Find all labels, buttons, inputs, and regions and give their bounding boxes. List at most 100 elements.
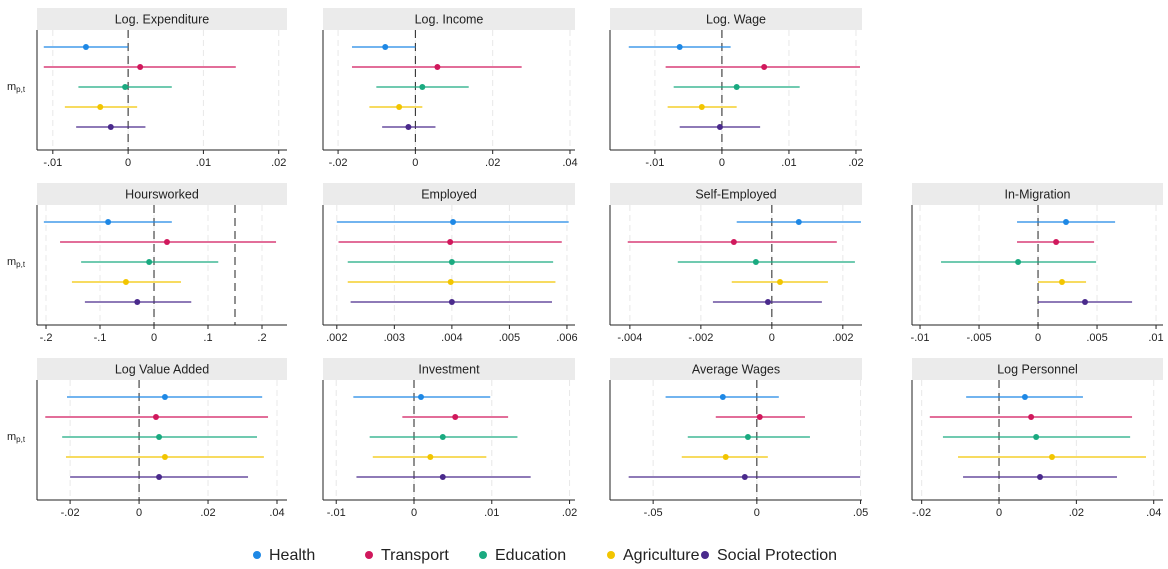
x-tick-label: .02 [848,157,863,169]
y-label-sub: p,t [16,260,26,269]
y-label-base: m [7,256,16,268]
x-tick-label: .05 [853,507,868,519]
y-label-base: m [7,431,16,443]
x-tick-label: .1 [203,332,212,344]
point-estimate [1037,474,1044,480]
y-label-sub: p,t [16,435,26,444]
point-estimate [156,434,163,440]
legend-label: Education [495,547,566,564]
point-estimate [152,414,159,420]
x-tick-label: -.01 [645,157,664,169]
legend-label: Social Protection [717,547,837,564]
legend-label: Agriculture [623,547,700,564]
x-tick-label: 0 [769,332,775,344]
point-estimate [418,394,424,400]
x-tick-label: .02 [1069,507,1084,519]
legend-swatch [701,551,709,559]
panel-title: In-Migration [1005,187,1071,201]
point-estimate [1049,454,1056,460]
panel-header [37,8,287,30]
x-tick-label: .04 [1146,507,1161,519]
panel-title: Log. Wage [706,12,766,26]
panel-title: Investment [418,362,480,376]
x-tick-label: -.004 [617,332,642,344]
point-estimate [1081,299,1088,305]
x-tick-label: 0 [136,507,142,519]
point-estimate [795,219,802,225]
point-estimate [427,454,434,460]
legend-swatch [253,551,261,559]
point-estimate [419,84,426,90]
point-estimate [447,279,454,285]
x-tick-label: .04 [562,157,577,169]
point-estimate [1062,219,1069,225]
point-estimate [161,454,168,460]
x-tick-label: 0 [1035,332,1041,344]
point-estimate [733,84,740,90]
point-estimate [756,414,763,420]
x-tick-label: .04 [269,507,284,519]
x-tick-label: .02 [271,157,286,169]
y-axis-label: mp,t [7,431,26,444]
point-estimate [105,219,112,225]
point-estimate [741,474,748,480]
point-estimate [439,434,446,440]
x-tick-label: .01 [196,157,211,169]
point-estimate [761,64,768,70]
point-estimate [107,124,114,130]
x-tick-label: -.05 [644,507,663,519]
panel-title: Log Personnel [997,362,1078,376]
x-tick-label: 0 [719,157,725,169]
panel-title: Hoursworked [125,187,199,201]
x-tick-label: -.02 [329,157,348,169]
point-estimate [161,394,168,400]
x-tick-label: .01 [781,157,796,169]
point-estimate [777,279,784,285]
point-estimate [744,434,751,440]
panel-title: Log Value Added [115,362,209,376]
point-estimate [1021,394,1028,400]
x-tick-label: -.02 [61,507,80,519]
point-estimate [82,44,89,50]
point-estimate [730,239,737,245]
x-tick-label: 0 [754,507,760,519]
legend-swatch [607,551,615,559]
point-estimate [447,239,454,245]
point-estimate [1058,279,1065,285]
x-tick-label: 0 [412,157,418,169]
x-tick-label: .002 [832,332,853,344]
x-tick-label: .005 [499,332,520,344]
point-estimate [122,279,129,285]
y-label-sub: p,t [16,85,26,94]
panel-title: Log. Income [415,12,484,26]
x-tick-label: .02 [485,157,500,169]
x-tick-label: -.005 [966,332,991,344]
panel-header [323,358,575,380]
x-tick-label: -.01 [43,157,62,169]
point-estimate [163,239,170,245]
x-tick-label: .002 [326,332,347,344]
x-tick-label: 0 [125,157,131,169]
point-estimate [156,474,163,480]
point-estimate [448,259,455,265]
point-estimate [452,414,459,420]
x-tick-label: 0 [996,507,1002,519]
panel-header [610,8,862,30]
panel-title: Average Wages [692,362,780,376]
point-estimate [719,394,726,400]
panel-title: Employed [421,187,477,201]
panel-header [323,183,575,205]
point-estimate [137,64,144,70]
point-estimate [122,84,129,90]
panel-header [610,183,862,205]
point-estimate [1053,239,1060,245]
panel-header [912,358,1163,380]
panel-header [37,358,287,380]
point-estimate [146,259,153,265]
point-estimate [1028,414,1035,420]
x-tick-label: .02 [562,507,577,519]
point-estimate [752,259,759,265]
point-estimate [134,299,141,305]
point-estimate [434,64,441,70]
